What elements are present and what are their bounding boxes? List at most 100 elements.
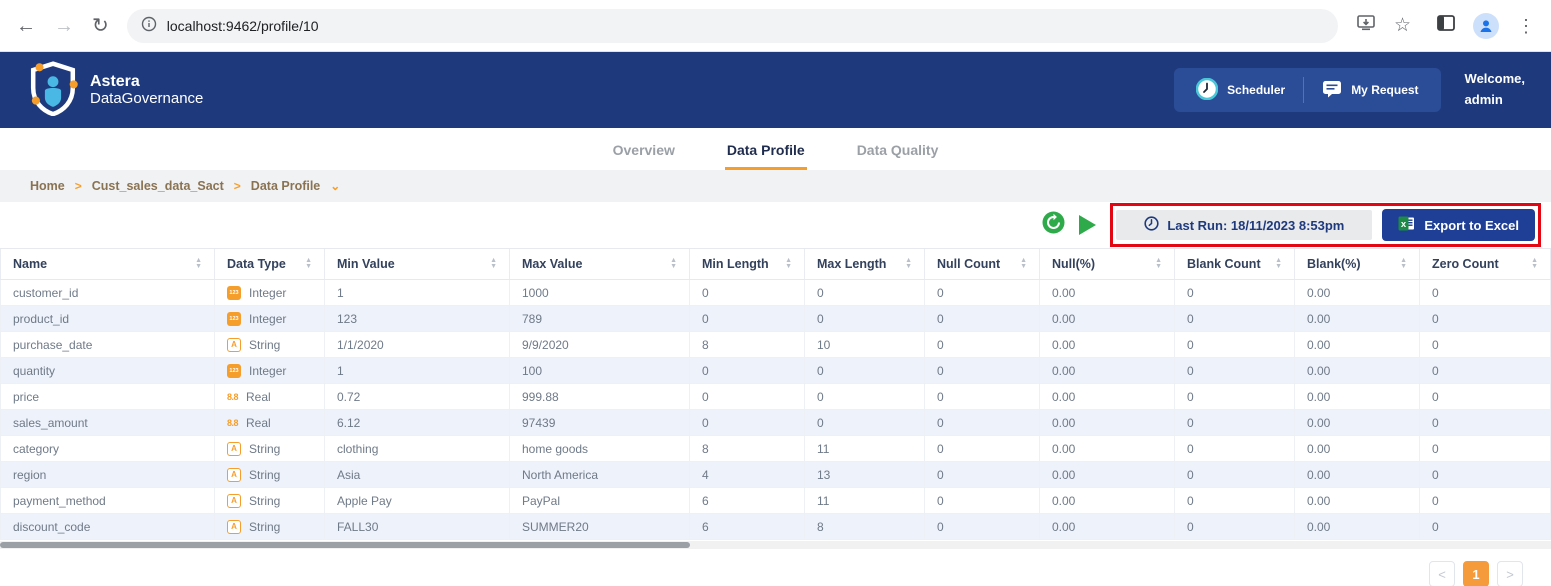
chevron-right-icon: > — [233, 179, 241, 193]
sort-icon[interactable]: ▲ ▼ — [905, 257, 912, 270]
cell-data-type: A String — [215, 436, 325, 461]
cell-data-type: 8.8 Real — [215, 384, 325, 409]
scheduler-button[interactable]: Scheduler — [1178, 68, 1303, 112]
cell-data-type: 8.8 Real — [215, 410, 325, 435]
column-label: Name — [13, 257, 48, 271]
sort-icon[interactable]: ▲ ▼ — [785, 257, 792, 270]
cell-zero_count: 0 — [1420, 306, 1551, 331]
forward-icon[interactable]: → — [54, 14, 74, 37]
run-profile-button[interactable] — [1079, 215, 1097, 235]
cell-blank_pct: 0.00 — [1295, 306, 1420, 331]
cell-zero_count: 0 — [1420, 332, 1551, 357]
sort-icon[interactable]: ▲ ▼ — [1275, 257, 1282, 270]
cell-max_length: 10 — [805, 332, 925, 357]
integer-type-icon: 123 — [227, 311, 241, 326]
bookmark-star-icon[interactable]: ☆ — [1393, 15, 1411, 36]
refresh-button[interactable] — [1042, 211, 1065, 239]
column-header-min_value[interactable]: Min Value ▲ ▼ — [325, 249, 510, 279]
welcome-line1: Welcome, — [1464, 71, 1525, 87]
install-icon[interactable] — [1356, 14, 1376, 37]
profile-avatar[interactable] — [1473, 12, 1499, 39]
chevron-right-icon: > — [74, 179, 82, 193]
sort-icon[interactable]: ▲ ▼ — [490, 257, 497, 270]
side-panel-icon[interactable] — [1437, 15, 1455, 36]
column-header-null_count[interactable]: Null Count ▲ ▼ — [925, 249, 1040, 279]
column-header-blank_pct[interactable]: Blank(%) ▲ ▼ — [1295, 249, 1420, 279]
column-header-null_pct[interactable]: Null(%) ▲ ▼ — [1040, 249, 1175, 279]
chat-icon — [1322, 80, 1342, 101]
string-type-icon: A — [227, 467, 241, 482]
sort-icon[interactable]: ▲ ▼ — [670, 257, 677, 270]
brand-logo[interactable]: Astera DataGovernance — [26, 60, 203, 121]
my-request-button[interactable]: My Request — [1304, 68, 1436, 112]
app-header: Astera DataGovernance Scheduler My Reque… — [0, 52, 1551, 128]
sort-icon[interactable]: ▲ ▼ — [1155, 257, 1162, 270]
tab-overview[interactable]: Overview — [612, 142, 675, 158]
divider — [1303, 77, 1305, 103]
cell-name: customer_id — [0, 280, 215, 305]
column-label: Blank(%) — [1307, 257, 1361, 271]
clock-icon — [1195, 77, 1219, 103]
cell-max_value: SUMMER20 — [510, 514, 690, 539]
breadcrumb-dataset[interactable]: Cust_sales_data_Sact — [91, 179, 224, 193]
cell-min_value: 123 — [325, 306, 510, 331]
reload-icon[interactable]: ↻ — [92, 14, 109, 37]
cell-data-type: 123 Integer — [215, 358, 325, 383]
column-header-name[interactable]: Name ▲ ▼ — [0, 249, 215, 279]
column-label: Data Type — [227, 257, 286, 271]
table-row: discount_code A String FALL30 SUMMER20 6 8 0 0.0… — [0, 514, 1551, 540]
cell-null_count: 0 — [925, 306, 1040, 331]
cell-max_length: 0 — [805, 384, 925, 409]
table-row: purchase_date A String 1/1/2020 9/9/2020 8 10 0… — [0, 332, 1551, 358]
breadcrumb-data-profile[interactable]: Data Profile — [250, 179, 321, 193]
next-page-button[interactable]: > — [1497, 561, 1523, 586]
sort-icon[interactable]: ▲ ▼ — [1020, 257, 1027, 270]
cell-min_length: 0 — [690, 280, 805, 305]
address-bar[interactable]: localhost:9462/profile/10 — [126, 8, 1338, 43]
column-header-max_length[interactable]: Max Length ▲ ▼ — [805, 249, 925, 279]
string-type-icon: A — [227, 493, 241, 508]
sort-icon[interactable]: ▲ ▼ — [195, 257, 202, 270]
column-header-blank_count[interactable]: Blank Count ▲ ▼ — [1175, 249, 1295, 279]
cell-blank_count: 0 — [1175, 332, 1295, 357]
cell-blank_pct: 0.00 — [1295, 332, 1420, 357]
column-header-max_value[interactable]: Max Value ▲ ▼ — [510, 249, 690, 279]
tab-data-profile[interactable]: Data Profile — [724, 142, 807, 170]
sort-icon[interactable]: ▲ ▼ — [1531, 257, 1538, 270]
scrollbar-thumb[interactable] — [0, 542, 690, 548]
sort-icon[interactable]: ▲ ▼ — [1400, 257, 1407, 270]
tab-bar: Overview Data Profile Data Quality — [0, 128, 1551, 170]
horizontal-scrollbar[interactable] — [0, 541, 1551, 549]
pagination: < 1 > — [0, 549, 1551, 586]
cell-null_count: 0 — [925, 332, 1040, 357]
cell-blank_pct: 0.00 — [1295, 410, 1420, 435]
sort-icon[interactable]: ▲ ▼ — [305, 257, 312, 270]
back-icon[interactable]: ← — [16, 14, 36, 37]
chevron-down-icon[interactable]: ⌄ — [330, 179, 341, 193]
breadcrumb-home[interactable]: Home — [30, 179, 65, 193]
cell-min_length: 8 — [690, 332, 805, 357]
column-header-zero_count[interactable]: Zero Count ▲ ▼ — [1420, 249, 1551, 279]
tab-data-quality[interactable]: Data Quality — [856, 142, 939, 158]
table-row: sales_amount 8.8 Real 6.12 97439 0 0 0 0.00 0 0.00… — [0, 410, 1551, 436]
cell-name: discount_code — [0, 514, 215, 539]
brand-line1: Astera — [90, 72, 140, 90]
page-1-button[interactable]: 1 — [1463, 561, 1489, 586]
column-label: Zero Count — [1432, 257, 1499, 271]
cell-null_count: 0 — [925, 462, 1040, 487]
cell-data-type: A String — [215, 462, 325, 487]
profile-toolbar: Last Run: 18/11/2023 8:53pm x Export to … — [0, 202, 1551, 248]
site-info-icon[interactable] — [141, 16, 157, 35]
column-header-data_type[interactable]: Data Type ▲ ▼ — [215, 249, 325, 279]
cell-null_pct: 0.00 — [1040, 462, 1175, 487]
column-label: Max Value — [522, 257, 583, 271]
last-run-badge: Last Run: 18/11/2023 8:53pm — [1116, 210, 1373, 240]
column-header-min_length[interactable]: Min Length ▲ ▼ — [690, 249, 805, 279]
prev-page-button[interactable]: < — [1429, 561, 1455, 586]
table-row: price 8.8 Real 0.72 999.88 0 0 0 0.00 0 0.00 0 — [0, 384, 1551, 410]
integer-type-icon: 123 — [227, 363, 241, 378]
cell-name: payment_method — [0, 488, 215, 513]
cell-min_length: 6 — [690, 514, 805, 539]
export-to-excel-button[interactable]: x Export to Excel — [1382, 209, 1535, 241]
browser-menu-icon[interactable]: ⋮ — [1517, 15, 1535, 36]
